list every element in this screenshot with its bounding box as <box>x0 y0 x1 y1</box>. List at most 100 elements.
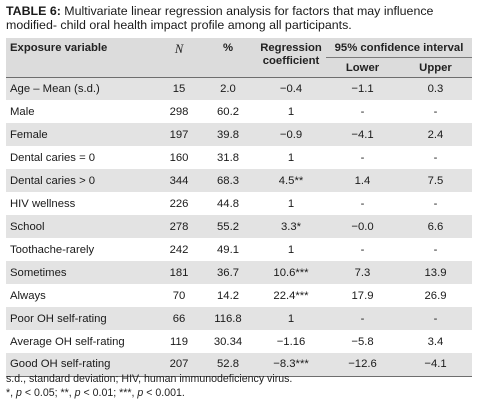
row-coefficient: 1 <box>256 307 326 330</box>
caption-label: TABLE 6: <box>6 4 61 18</box>
row-percent: 49.1 <box>217 243 239 256</box>
row-n: 160 <box>169 151 189 164</box>
note-part: *, <box>6 387 17 399</box>
header-percent: % <box>200 38 256 77</box>
row-percent: 68.3 <box>200 169 256 192</box>
row-ci-upper: −4.1 <box>399 353 472 377</box>
header-n: N <box>158 38 200 77</box>
row-ci-upper: 26.9 <box>424 289 447 302</box>
row-coefficient: −0.9 <box>256 123 326 146</box>
row-percent: 2.0 <box>200 76 256 100</box>
row-ci-lower: 7.3 <box>326 261 399 284</box>
row-ci-lower: - <box>360 197 365 210</box>
table-caption: TABLE 6: Multivariate linear regression … <box>6 4 476 32</box>
table-row: Dental caries = 0 160 31.8 1 - - <box>6 146 472 169</box>
row-ci-lower: −1.1 <box>326 76 399 100</box>
row-n: 70 <box>172 289 186 302</box>
row-n: 181 <box>158 261 200 284</box>
row-ci-lower: 17.9 <box>351 289 374 302</box>
row-label: Average OH self-rating <box>10 335 125 348</box>
row-n: 242 <box>169 243 189 256</box>
row-ci-lower: - <box>360 105 365 118</box>
table-row: Good OH self-rating 207 52.8 −8.3*** −12.6 −4… <box>6 353 472 377</box>
row-ci-upper: - <box>433 151 438 164</box>
row-n: 119 <box>169 335 188 348</box>
row-coefficient: 22.4*** <box>273 289 309 302</box>
row-label: Sometimes <box>6 261 158 284</box>
row-ci-upper: - <box>433 197 438 210</box>
row-label: Dental caries > 0 <box>6 169 158 192</box>
row-percent: 52.8 <box>200 353 256 377</box>
row-ci-lower: - <box>360 243 365 256</box>
note-p: p <box>16 387 22 399</box>
row-label: Poor OH self-rating <box>6 307 158 330</box>
row-ci-upper: - <box>399 307 472 330</box>
note-part: < 0.05; **, <box>21 387 75 399</box>
header-coef-line1: Regression <box>260 42 322 54</box>
row-coefficient: −1.16 <box>276 335 306 348</box>
header-coef-line2: coefficient <box>262 55 320 67</box>
header-n-text: N <box>174 42 184 56</box>
row-percent: 44.8 <box>217 197 239 210</box>
row-percent: 116.8 <box>200 307 256 330</box>
row-percent: 36.7 <box>200 261 256 284</box>
row-ci-lower: −4.1 <box>326 123 399 146</box>
row-n: 278 <box>158 215 200 238</box>
row-ci-upper: 13.9 <box>399 261 472 284</box>
header-upper: Upper <box>399 57 472 77</box>
table-row: Male 298 60.2 1 - - <box>6 100 472 123</box>
row-ci-upper: 2.4 <box>399 123 472 146</box>
caption-text: Multivariate linear regression analysis … <box>6 4 434 32</box>
note-abbreviations: s.d., standard deviation; HIV, human imm… <box>6 373 293 385</box>
row-coefficient: −8.3*** <box>256 353 326 377</box>
row-label: Female <box>6 123 158 146</box>
table-row: Age – Mean (s.d.) 15 2.0 −0.4 −1.1 0.3 <box>6 76 472 100</box>
note-significance: *, p < 0.05; **, p < 0.01; ***, p < 0.00… <box>6 386 292 400</box>
row-label: Male <box>10 105 35 118</box>
row-label: Always <box>10 289 46 302</box>
row-ci-upper: 3.4 <box>427 335 444 348</box>
row-label: Toothache-rarely <box>10 243 95 256</box>
note-p: p <box>74 387 81 399</box>
row-percent: 55.2 <box>200 215 256 238</box>
row-n: 344 <box>158 169 200 192</box>
table-body: Age – Mean (s.d.) 15 2.0 −0.4 −1.1 0.3 Male 298… <box>6 76 472 377</box>
header-lower: Lower <box>326 57 399 77</box>
table-row: Toothache-rarely 242 49.1 1 - - <box>6 238 472 261</box>
row-ci-lower: - <box>360 151 365 164</box>
row-ci-lower: 1.4 <box>326 169 399 192</box>
table-notes: s.d., standard deviation; HIV, human imm… <box>6 372 292 400</box>
row-ci-lower: −12.6 <box>326 353 399 377</box>
row-ci-lower: −5.8 <box>351 335 374 348</box>
table-row: School 278 55.2 3.3* −0.0 6.6 <box>6 215 472 238</box>
row-n: 226 <box>169 197 189 210</box>
header-exposure: Exposure variable <box>6 38 158 77</box>
header-ci: 95% confidence interval <box>326 38 472 58</box>
row-ci-upper: 6.6 <box>399 215 472 238</box>
row-n: 207 <box>158 353 200 377</box>
row-percent: 14.2 <box>217 289 239 302</box>
note-part: < 0.001. <box>143 387 185 399</box>
table-row: Always 70 14.2 22.4*** 17.9 26.9 <box>6 284 472 307</box>
row-ci-lower: - <box>326 307 399 330</box>
row-percent: 60.2 <box>217 105 239 118</box>
row-percent: 30.34 <box>213 335 243 348</box>
row-coefficient: 1 <box>287 197 295 210</box>
row-ci-upper: 0.3 <box>399 76 472 100</box>
row-n: 66 <box>158 307 200 330</box>
row-ci-upper: - <box>433 105 438 118</box>
row-percent: 31.8 <box>217 151 239 164</box>
row-ci-lower: −0.0 <box>326 215 399 238</box>
row-n: 197 <box>158 123 200 146</box>
row-label: Good OH self-rating <box>6 353 158 377</box>
row-n: 15 <box>158 76 200 100</box>
row-n: 298 <box>169 105 189 118</box>
row-label: Age – Mean (s.d.) <box>6 76 158 100</box>
row-percent: 39.8 <box>200 123 256 146</box>
table-row: Poor OH self-rating 66 116.8 1- - <box>6 307 472 330</box>
note-part: < 0.01; ***, <box>80 387 138 399</box>
table-row: Sometimes 181 36.7 10.6*** 7.3 13.9 <box>6 261 472 284</box>
row-coefficient: 1 <box>287 105 295 118</box>
row-coefficient: 1 <box>287 243 295 256</box>
